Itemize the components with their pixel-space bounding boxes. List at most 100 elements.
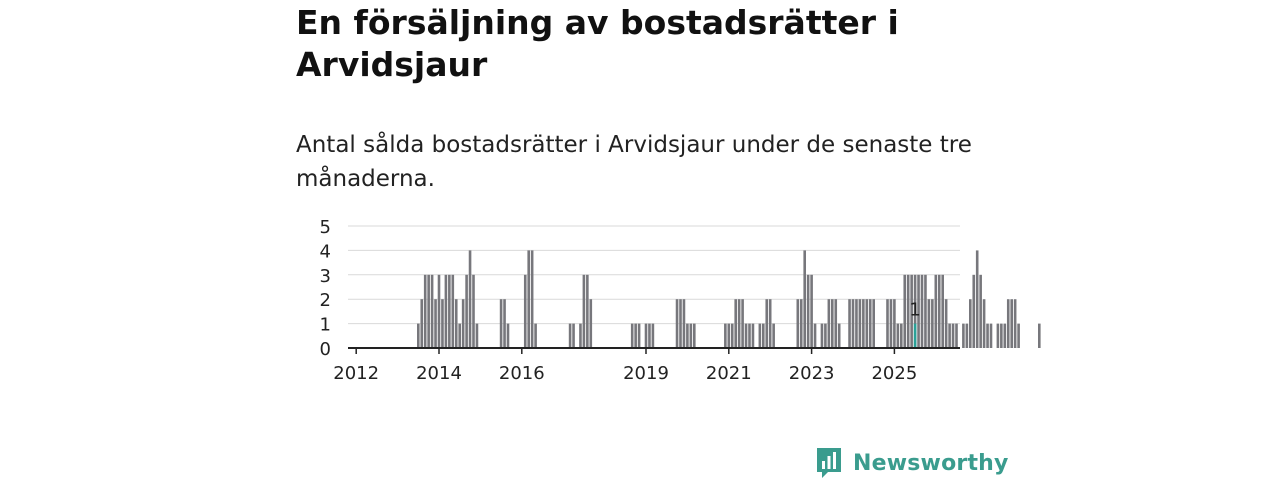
bar — [417, 323, 420, 348]
bar — [458, 323, 461, 348]
bar — [972, 274, 976, 348]
bar — [948, 323, 951, 348]
bar — [444, 274, 448, 348]
bar — [962, 323, 965, 348]
bar — [579, 323, 582, 348]
bar — [437, 274, 441, 348]
bar — [572, 323, 575, 348]
bar — [651, 323, 655, 348]
x-tick-label: 2023 — [789, 363, 835, 384]
bar — [727, 323, 731, 348]
bar — [982, 299, 986, 348]
bar — [803, 250, 806, 348]
bar — [630, 323, 634, 348]
newsworthy-bar-chart-icon — [817, 448, 841, 478]
bar — [834, 299, 838, 348]
bar — [824, 323, 827, 348]
bar — [1010, 299, 1013, 348]
bar — [762, 323, 765, 348]
bar — [475, 323, 479, 348]
newsworthy-logo[interactable]: Newsworthy — [815, 446, 1009, 480]
chart-subtitle: Antal sålda bostadsrätter i Arvidsjaur u… — [296, 132, 972, 192]
highlight-value-label: 1 — [909, 300, 920, 321]
bar — [586, 274, 589, 348]
bar — [989, 323, 993, 348]
x-tick-label: 2016 — [499, 363, 545, 384]
bar — [810, 274, 813, 348]
y-tick-label: 3 — [320, 266, 331, 287]
bar — [689, 323, 693, 348]
bar — [937, 274, 941, 348]
bar — [634, 323, 637, 348]
bar — [820, 323, 824, 348]
bar — [986, 323, 989, 348]
bar — [944, 299, 948, 348]
bar — [420, 299, 424, 348]
bar — [448, 274, 451, 348]
bar — [858, 299, 862, 348]
bar — [472, 274, 475, 348]
x-tick-label: 2012 — [333, 363, 379, 384]
bar — [430, 274, 434, 348]
bar — [979, 274, 982, 348]
bar — [768, 299, 772, 348]
bar — [906, 274, 910, 348]
bar — [1038, 323, 1041, 348]
bar — [965, 323, 969, 348]
bar-chart: 0 1 2 3 4 5 1 2012 2014 2016 2019 2021 2023 2025 — [320, 217, 1041, 384]
bar — [730, 323, 734, 348]
bar — [900, 323, 903, 348]
bar — [675, 299, 679, 348]
bar — [682, 299, 686, 348]
bar — [427, 274, 430, 348]
bar — [896, 323, 900, 348]
bar — [441, 299, 444, 348]
bar — [465, 274, 468, 348]
bar — [941, 274, 944, 348]
bar — [737, 299, 741, 348]
bar — [744, 323, 748, 348]
bar — [454, 299, 458, 348]
y-tick-label: 5 — [320, 217, 331, 238]
bar — [734, 299, 737, 348]
bar — [530, 250, 534, 348]
bar — [827, 299, 831, 348]
bar — [799, 299, 803, 348]
bar — [1013, 299, 1017, 348]
bar — [813, 323, 817, 348]
bar — [1017, 323, 1020, 348]
bar — [868, 299, 872, 348]
bar — [851, 299, 855, 348]
bar — [503, 299, 506, 348]
bar — [872, 299, 875, 348]
bar — [468, 250, 472, 348]
y-tick-label: 1 — [320, 315, 331, 336]
bar — [751, 323, 755, 348]
bar — [748, 323, 751, 348]
bar — [527, 250, 530, 348]
bar — [589, 299, 593, 348]
x-tick-label: 2019 — [623, 363, 669, 384]
bar — [434, 299, 437, 348]
bar — [893, 299, 896, 348]
bar — [1003, 323, 1007, 348]
bar — [951, 323, 955, 348]
bar — [724, 323, 727, 348]
bar — [862, 299, 865, 348]
bar — [451, 274, 455, 348]
bar — [969, 299, 972, 348]
bar — [644, 323, 648, 348]
bar — [920, 274, 924, 348]
newsworthy-wordmark: Newsworthy — [853, 450, 1009, 476]
y-tick-label: 0 — [320, 339, 331, 360]
bar — [931, 299, 934, 348]
bar — [924, 274, 927, 348]
bar — [903, 274, 907, 348]
x-tick-label: 2025 — [871, 363, 917, 384]
bar — [855, 299, 858, 348]
bar — [679, 299, 682, 348]
bar — [913, 274, 917, 348]
bar — [848, 299, 851, 348]
bar — [423, 274, 427, 348]
bar — [796, 299, 800, 348]
